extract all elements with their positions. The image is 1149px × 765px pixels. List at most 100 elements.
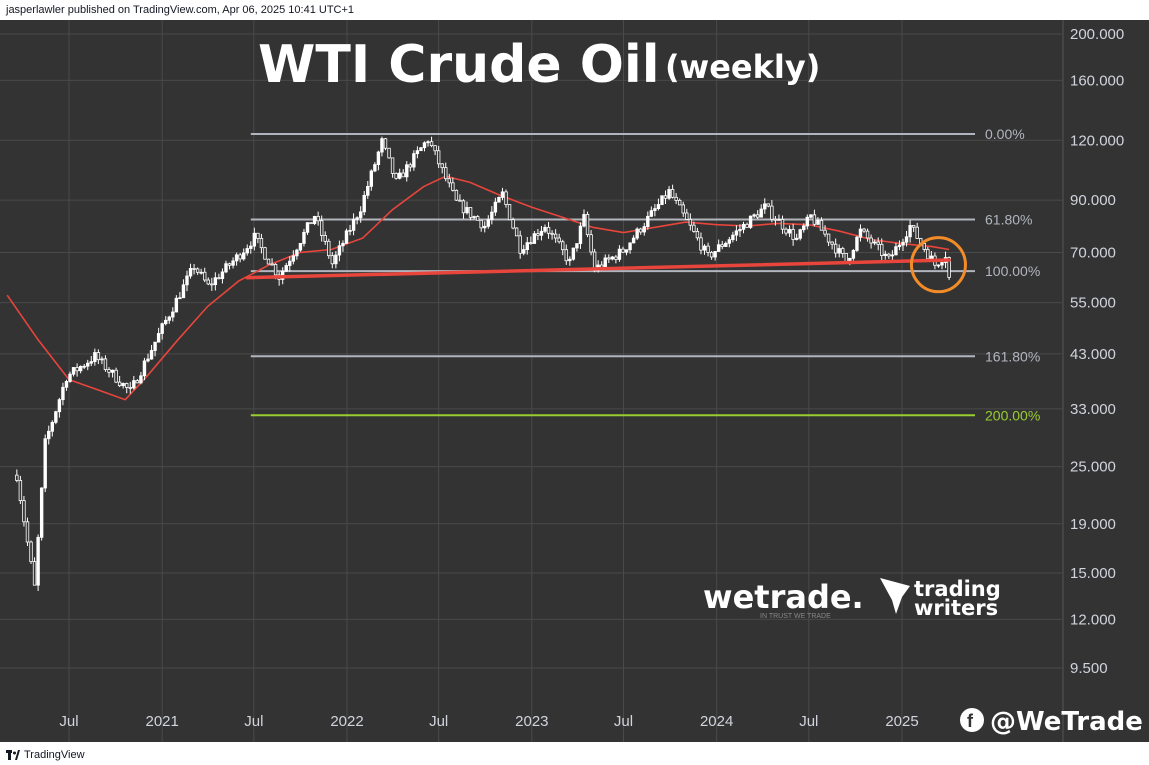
candle-body [475, 216, 480, 221]
candle-body [231, 260, 235, 266]
candle-body [249, 245, 253, 249]
candle-body [397, 172, 402, 179]
candle-body [536, 233, 540, 236]
candle-body [149, 350, 154, 360]
candle-body [550, 232, 554, 235]
candle-body [234, 254, 239, 262]
candle-body [493, 201, 498, 213]
candle-body [373, 164, 377, 172]
candle-body [39, 487, 44, 538]
candle-body [369, 170, 374, 187]
candle-body [911, 225, 916, 228]
x-tick-label: 2024 [700, 713, 733, 730]
candle-body [699, 237, 703, 251]
y-tick-label: 160.000 [1070, 72, 1124, 89]
candle-body [646, 215, 650, 228]
candle-body [174, 297, 179, 313]
candle-body [380, 138, 384, 153]
candle-body [603, 257, 607, 268]
candle-body [759, 208, 763, 218]
candle-body [337, 245, 342, 256]
candle-body [738, 228, 742, 232]
candle-body [568, 258, 572, 262]
candle-body [688, 219, 693, 226]
y-tick-label: 12.000 [1070, 611, 1116, 628]
candle-body [706, 245, 710, 253]
candle-body [451, 182, 455, 191]
candle-body [387, 147, 391, 159]
candle-body [624, 249, 629, 253]
x-tick-label: Jul [244, 713, 263, 730]
candle-body [454, 189, 459, 201]
candle-body [529, 242, 533, 244]
candle-body [809, 214, 813, 218]
candle-body [777, 218, 781, 221]
candle-body [465, 207, 469, 214]
candle-body [794, 237, 799, 240]
time-axis: Jul 2021 Jul 2022 Jul 2023 Jul 2024 Jul 2025 [59, 713, 918, 730]
x-tick-label: Jul [59, 713, 78, 730]
candle-body [252, 232, 257, 247]
candle-body [203, 271, 207, 281]
candle-body [713, 251, 717, 258]
candle-body [745, 223, 749, 228]
candle-body [557, 237, 561, 243]
candle-body [522, 249, 526, 254]
highlight-circle [909, 236, 967, 294]
candle-body [256, 232, 260, 239]
candle-body [206, 279, 210, 285]
candle-body [178, 297, 182, 300]
candle-body [199, 271, 203, 274]
candle-body [720, 244, 724, 247]
wetrade-tagline: IN TRUST WE TRADE [760, 613, 831, 620]
candle-body [575, 243, 579, 249]
candlesticks [15, 136, 951, 592]
candle-body [532, 233, 537, 244]
candle-body [273, 264, 278, 276]
candle-body [561, 241, 565, 251]
candle-body [312, 215, 317, 224]
fibonacci-levels: 0.00% 61.80% 100.00% 161.80% 200.00% [250, 126, 1040, 423]
candle-body [883, 253, 887, 256]
candle-body [142, 360, 147, 377]
candle-body [904, 236, 909, 243]
candle-body [128, 387, 132, 389]
candle-body [483, 225, 487, 229]
candle-body [224, 263, 228, 273]
candle-body [915, 226, 919, 239]
candle-body [631, 237, 636, 244]
y-tick-label: 25.000 [1070, 459, 1116, 476]
candle-body [227, 263, 232, 266]
candle-body [546, 226, 551, 234]
candle-body [61, 386, 65, 401]
candle-body [43, 438, 47, 489]
candle-body [93, 352, 97, 363]
candle-body [394, 172, 398, 179]
candle-body [401, 172, 405, 178]
candle-body [358, 211, 363, 219]
candle-body [259, 238, 264, 249]
candle-body [309, 222, 313, 225]
candle-body [82, 365, 86, 368]
candle-body [901, 241, 905, 246]
x-tick-label: 2021 [145, 713, 178, 730]
y-tick-label: 70.000 [1070, 244, 1116, 261]
candle-body [639, 228, 643, 233]
candle-body [461, 200, 466, 214]
candle-body [897, 244, 902, 248]
wetrade-logo-text: wetrade. [703, 578, 864, 616]
candle-body [610, 256, 615, 260]
candle-body [57, 399, 62, 413]
candle-body [263, 247, 267, 260]
candle-body [692, 224, 696, 232]
x-tick-label: 2023 [515, 713, 548, 730]
wetrade-watermark: wetrade. IN TRUST WE TRADE [703, 578, 864, 620]
candle-body [181, 284, 186, 299]
candle-body [22, 500, 26, 523]
candle-body [415, 150, 420, 155]
candle-body [600, 264, 604, 268]
fib-label: 0.00% [985, 126, 1025, 142]
candle-body [110, 369, 115, 373]
candle-body [419, 147, 423, 152]
